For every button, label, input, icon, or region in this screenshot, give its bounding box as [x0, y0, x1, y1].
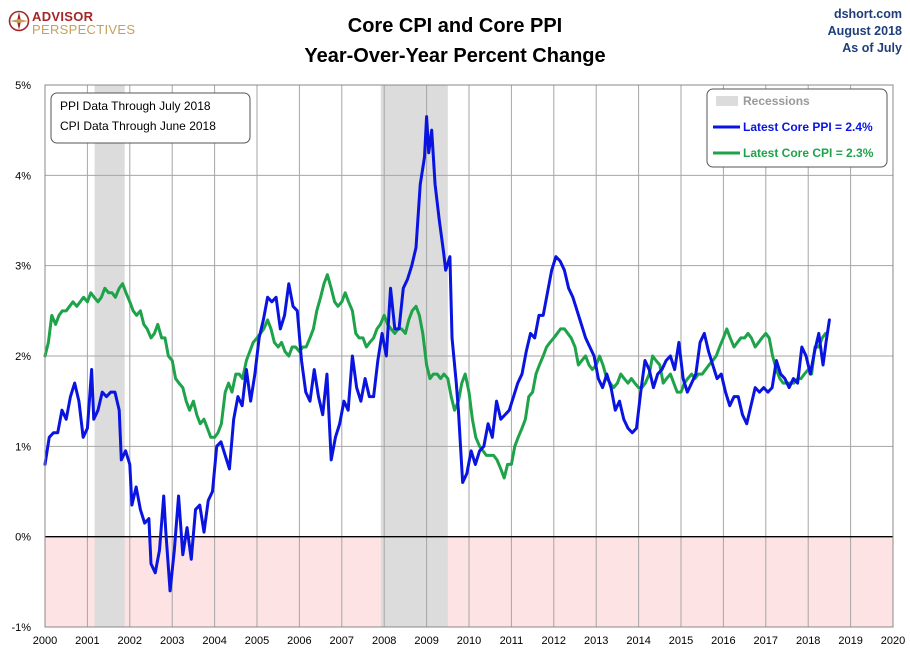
- x-tick-label: 2020: [881, 635, 905, 647]
- y-tick-label: -1%: [11, 622, 31, 634]
- title-line-2: Year-Over-Year Percent Change: [304, 45, 606, 67]
- x-tick-label: 2001: [75, 635, 99, 647]
- legend-ppi-label: Latest Core PPI = 2.4%: [743, 120, 873, 134]
- logo-line-2: PERSPECTIVES: [32, 22, 136, 37]
- x-tick-label: 2013: [584, 635, 608, 647]
- y-tick-label: 3%: [15, 261, 31, 273]
- x-tick-label: 2019: [838, 635, 862, 647]
- y-tick-label: 5%: [15, 80, 31, 92]
- plot-frame: [44, 84, 894, 628]
- source-credit: dshort.com August 2018 As of July: [828, 6, 902, 57]
- x-tick-label: 2011: [500, 635, 524, 647]
- series-layer: [43, 115, 831, 593]
- y-tick-label: 2%: [15, 351, 31, 363]
- x-tick-label: 2004: [202, 635, 226, 647]
- y-tick-label: 1%: [15, 441, 31, 453]
- x-tick-label: 2014: [626, 635, 650, 647]
- compass-icon: [8, 10, 30, 32]
- y-tick-label: 4%: [15, 170, 31, 182]
- series-line-core-ppi: [43, 115, 831, 593]
- x-tick-label: 2007: [330, 635, 354, 647]
- x-tick-label: 2008: [372, 635, 396, 647]
- x-tick-label: 2010: [457, 635, 481, 647]
- x-tick-label: 2000: [33, 635, 57, 647]
- x-tick-label: 2005: [245, 635, 269, 647]
- legend-recessions-label: Recessions: [743, 94, 810, 108]
- x-tick-label: 2002: [118, 635, 142, 647]
- x-tick-label: 2006: [287, 635, 311, 647]
- credit-line-3: As of July: [842, 41, 902, 55]
- x-tick-label: 2018: [796, 635, 820, 647]
- axes-layer: 2000 2001 2002 2003 2004 2005 2006 2007 2008 2009…: [11, 80, 905, 647]
- y-tick-label: 0%: [15, 532, 31, 544]
- legend-recession-swatch: [716, 96, 738, 106]
- x-tick-label: 2012: [542, 635, 566, 647]
- x-tick-label: 2015: [669, 635, 693, 647]
- advisor-perspectives-logo: ADVISOR PERSPECTIVES: [8, 8, 138, 38]
- logo-line-1: ADVISOR: [32, 9, 94, 24]
- title-line-1: Core CPI and Core PPI: [347, 15, 563, 37]
- chart-title: Core CPI and Core PPI Year-Over-Year Per…: [0, 11, 910, 71]
- note-line-2: CPI Data Through June 2018: [60, 119, 216, 133]
- x-tick-label: 2016: [711, 635, 735, 647]
- note-line-1: PPI Data Through July 2018: [60, 99, 211, 113]
- x-tick-label: 2009: [414, 635, 438, 647]
- credit-line-1: dshort.com: [833, 7, 902, 21]
- legend: Recessions Latest Core PPI = 2.4% Latest…: [706, 88, 888, 168]
- x-tick-label: 2017: [754, 635, 778, 647]
- credit-line-2: August 2018: [827, 24, 902, 38]
- x-tick-label: 2003: [160, 635, 184, 647]
- data-note-box: PPI Data Through July 2018 CPI Data Thro…: [50, 92, 251, 144]
- legend-cpi-label: Latest Core CPI = 2.3%: [743, 146, 874, 160]
